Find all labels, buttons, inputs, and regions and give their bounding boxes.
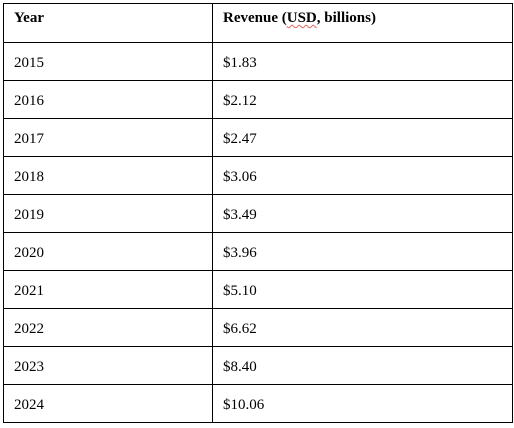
table-row: 2022 $6.62 [3,308,513,347]
revenue-cell: $8.40 [212,346,513,385]
table-header-row: Year Revenue (USD, billions) [3,3,513,43]
revenue-cell: $3.96 [212,232,513,271]
revenue-table: Year Revenue (USD, billions) 2015 $1.83 … [3,3,513,423]
table-row: 2017 $2.47 [3,118,513,157]
year-cell: 2022 [3,308,213,347]
year-cell: 2015 [3,42,213,81]
year-column-header: Year [3,3,213,43]
table-row: 2023 $8.40 [3,346,513,385]
year-cell: 2024 [3,384,213,423]
revenue-column-header: Revenue (USD, billions) [212,3,513,43]
revenue-cell: $3.49 [212,194,513,233]
table-row: 2024 $10.06 [3,384,513,423]
revenue-header-currency: USD [286,10,317,26]
year-cell: 2021 [3,270,213,309]
year-cell: 2018 [3,156,213,195]
revenue-cell: $6.62 [212,308,513,347]
revenue-cell: $5.10 [212,270,513,309]
year-cell: 2019 [3,194,213,233]
year-cell: 2017 [3,118,213,157]
year-cell: 2023 [3,346,213,385]
revenue-cell: $2.12 [212,80,513,119]
table-row: 2018 $3.06 [3,156,513,195]
revenue-cell: $1.83 [212,42,513,81]
revenue-cell: $10.06 [212,384,513,423]
year-cell: 2016 [3,80,213,119]
table-row: 2021 $5.10 [3,270,513,309]
table-row: 2016 $2.12 [3,80,513,119]
revenue-cell: $2.47 [212,118,513,157]
table-row: 2015 $1.83 [3,42,513,81]
revenue-header-prefix: Revenue ( [223,10,287,26]
table-row: 2019 $3.49 [3,194,513,233]
year-cell: 2020 [3,232,213,271]
revenue-cell: $3.06 [212,156,513,195]
revenue-header-suffix: , billions) [316,10,376,26]
table-row: 2020 $3.96 [3,232,513,271]
